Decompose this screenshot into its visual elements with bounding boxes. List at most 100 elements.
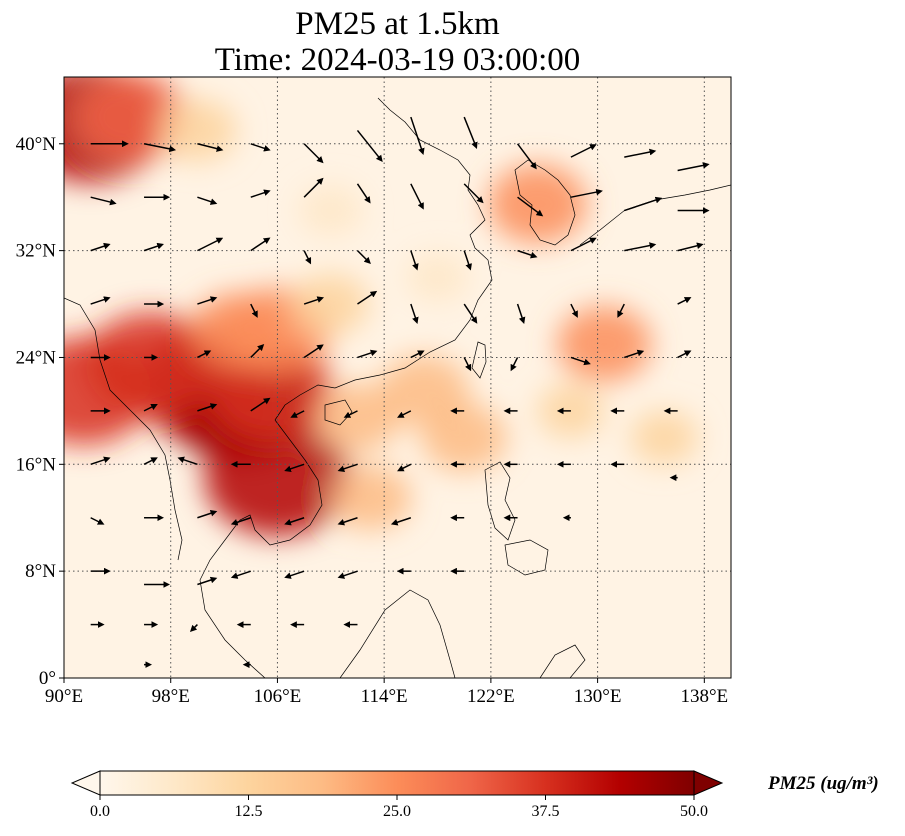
wind-vector [230,517,251,526]
wind-vector [90,456,111,466]
wind-vector [624,148,657,158]
wind-vector [517,196,544,217]
wind-vector [189,624,198,633]
latitude-ticks: 0° 8°N 16°N 24°N 32°N 40°N [16,134,64,689]
wind-vector [303,250,312,265]
wind-vector [617,303,625,318]
coastline-taiwan [471,341,487,379]
wind-vector [677,297,692,305]
wind-vector [250,303,258,318]
wind-vector [570,356,591,366]
gridlines [64,77,731,678]
longitude-ticks: 90°E 98°E 106°E 114°E 122°E 130°E 138°E [45,678,728,707]
wind-vector [177,456,198,466]
title-line-variable: PM25 at 1.5km [295,6,500,42]
title-line-time: Time: 2024-03-19 03:00:00 [214,42,581,78]
wind-vector [250,397,271,412]
pm25-hotspot [421,403,507,472]
wind-vector [230,570,251,579]
wind-vector [570,237,597,252]
pm25-hotspot [630,410,699,465]
wind-vector [284,463,305,473]
lat-tick-label: 0° [39,668,56,689]
wind-vector [303,296,325,305]
lon-tick-label: 122°E [467,686,515,707]
coastline-borneo [339,589,456,678]
wind-vector [343,410,358,418]
wind-vector [356,183,371,204]
wind-vector [250,237,271,252]
wind-vector [197,143,224,152]
colorbar-extend-min [70,770,101,796]
wind-vector [463,116,478,149]
coastline-indochina [199,419,323,678]
colorbar-tick-label: 25.0 [383,803,411,820]
wind-vector [410,350,425,359]
wind-vector [516,143,537,170]
wind-vector [90,296,111,305]
coastline-sulawesi [539,644,586,678]
pm25-hotspot [298,184,364,237]
wind-vector [197,237,224,252]
wind-vector [197,296,218,305]
wind-vector [677,162,710,172]
wind-vector [250,344,265,358]
lat-tick-label: 40°N [16,134,57,155]
wind-vector [337,517,358,526]
wind-vector [90,196,117,206]
lon-tick-label: 90°E [45,686,83,707]
pm25-hotspot [64,336,152,445]
colorbar-gradient [99,770,695,796]
colorbar-tick-label: 0.0 [90,803,110,820]
wind-vector [90,517,105,525]
coastlines [64,97,731,678]
wind-vector [624,349,645,359]
wind-vector [410,303,419,324]
wind-vector [677,242,704,252]
wind-vector [357,290,378,305]
coastline-hainan [324,399,353,426]
lon-tick-label: 114°E [361,686,408,707]
wind-vector [570,303,578,318]
wind-vector [337,570,358,579]
wind-vector [624,196,663,212]
wind-vector [463,303,478,324]
wind-vector [303,177,324,198]
wind-vector [303,143,324,164]
wind-vectors [90,116,710,669]
wind-vector [197,403,218,412]
pm25-hotspot [314,383,401,452]
pm25-hotspot [488,164,588,244]
map-figure: 90°E 98°E 106°E 114°E 122°E 130°E 138°E 0° 8°N 1… [16,76,732,707]
pm25-hotspot [158,98,237,162]
lat-tick-label: 32°N [16,241,57,262]
wind-vector [197,196,218,205]
wind-vector [197,576,218,586]
wind-vector [284,517,305,526]
lat-tick-label: 8°N [25,561,56,582]
wind-vector [337,463,358,473]
pm25-hotspot [292,273,370,335]
wind-vector [624,242,657,252]
wind-vector [250,143,271,152]
wind-vector [357,349,378,359]
pm25-hotspot [557,306,652,382]
colorbar-extend-max [693,770,724,796]
wind-vector [570,188,603,198]
coastline-luzon [484,461,516,541]
wind-vector [516,303,526,324]
wind-vector [250,189,271,198]
coastline-korea [514,159,576,246]
wind-vector [517,249,538,259]
wind-vector [390,517,412,526]
wind-vector [397,410,412,418]
wind-vector [570,144,597,158]
pm25-hotspot [406,252,470,303]
coastline-bay-of-bengal [64,297,183,561]
wind-vector [284,570,305,579]
wind-vector [463,250,472,271]
lat-tick-label: 16°N [16,454,57,475]
lon-tick-label: 106°E [254,686,302,707]
pm25-hotspot [74,77,187,163]
wind-vector [143,143,177,153]
